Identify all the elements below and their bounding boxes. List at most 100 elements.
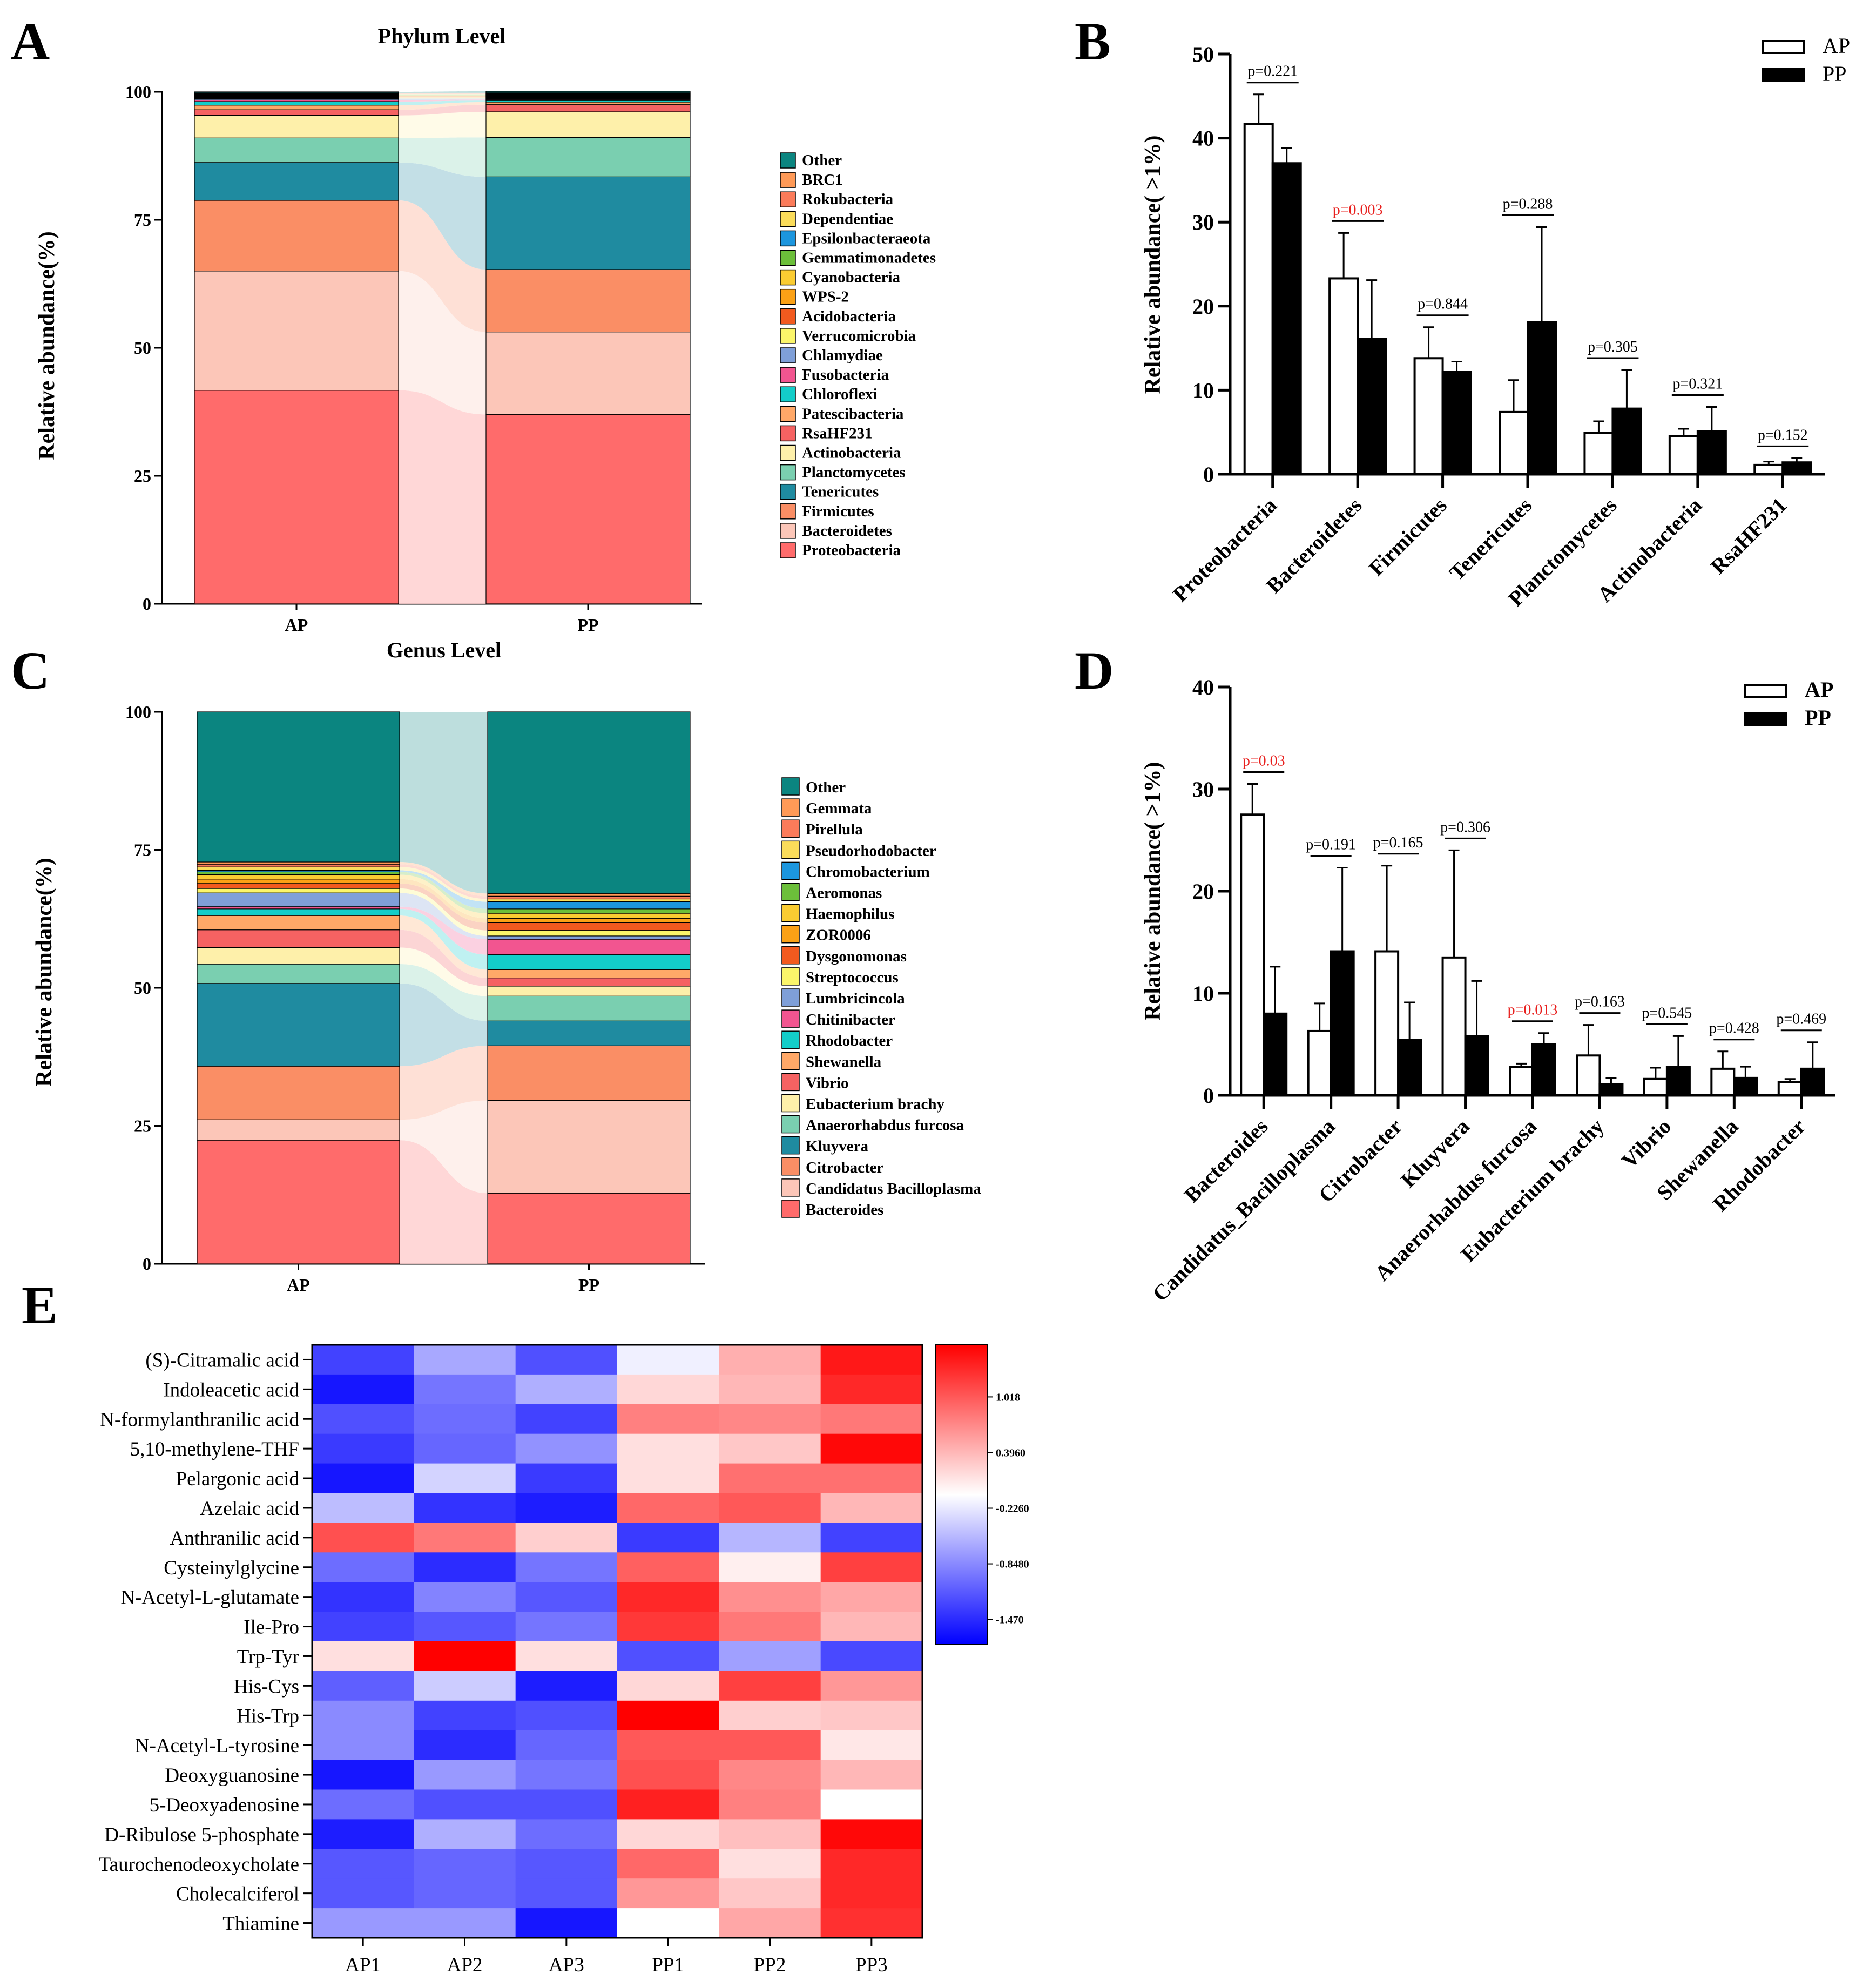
flow-anaerorhabdus-furcosa <box>400 964 488 1021</box>
flow-patescibacteria <box>399 102 486 110</box>
bar-segment-chitinibacter-pp <box>487 939 691 955</box>
legend-label-pseudorhodobacter: Pseudorhodobacter <box>806 842 936 859</box>
panel-d-bar-chart: Relative abundance( >1%) 0 10 20 30 40 p=0.03… <box>1141 675 1835 1306</box>
bar-segment-zor0006-pp <box>487 918 691 924</box>
heat-cell-his-cys-pp3 <box>820 1671 923 1701</box>
legend-label-lumbricincola: Lumbricincola <box>806 990 905 1007</box>
row-label-his-trp: His-Trp <box>237 1705 299 1727</box>
bar-segment-lumbricincola-pp <box>487 935 691 940</box>
bar-pp-planctomycetes <box>1611 407 1642 476</box>
bar-pp-tenericutes <box>1527 321 1557 475</box>
heat-cell-s-citramalic-acid-pp2 <box>719 1345 821 1375</box>
legend-label-firmicutes: Firmicutes <box>802 503 874 520</box>
heat-cell-5-deoxyadenosine-ap3 <box>515 1789 618 1820</box>
heat-cell-cysteinylglycine-pp3 <box>820 1552 923 1582</box>
heat-cell-deoxyguanosine-pp3 <box>820 1760 923 1790</box>
heat-cell-5-deoxyadenosine-ap1 <box>312 1789 414 1820</box>
x-category-label-proteobacteria: Proteobacteria <box>1168 493 1281 607</box>
colorbar-tick-label: 0.3960 <box>996 1447 1025 1459</box>
legend-label-bacteroidetes: Bacteroidetes <box>802 522 892 540</box>
y-tick-label: 75 <box>134 840 151 860</box>
heat-cell-5-deoxyadenosine-pp3 <box>820 1789 923 1820</box>
bar-segment-kluyvera-pp <box>487 1020 691 1046</box>
bar-ap-actinobacteria <box>1668 435 1699 475</box>
bar-segment-zor0006-ap <box>197 879 400 884</box>
row-label-s-citramalic-acid: (S)-Citramalic acid <box>145 1349 299 1371</box>
legend-swatch-streptococcus <box>781 967 800 986</box>
pvalue-label-candidatus-bacilloplasma: p=0.191 <box>1306 837 1356 853</box>
x-tick-label-pp: PP <box>577 615 598 635</box>
legend-label-brc1: BRC1 <box>802 171 843 188</box>
heat-cell-pelargonic-acid-ap3 <box>515 1463 618 1493</box>
panel-label-b: B <box>1075 11 1111 71</box>
legend-label-pp: PP <box>1823 62 1847 86</box>
legend-label-patescibacteria: Patescibacteria <box>802 405 904 422</box>
bar-segment-planctomycetes-ap <box>194 137 399 163</box>
y-tick-label: 25 <box>134 466 151 486</box>
flow-dependentiae <box>399 93 486 95</box>
heat-cell-5-10-methylene-thf-pp2 <box>719 1433 821 1464</box>
bar-ap-candidatus-bacilloplasma <box>1307 1029 1332 1097</box>
bar-segment-anaerorhabdus-furcosa-ap <box>197 964 400 984</box>
x-category-label-firmicutes: Firmicutes <box>1364 493 1452 581</box>
bar-segment-bacteroides-ap <box>197 1140 400 1264</box>
legend-label-shewanella: Shewanella <box>806 1053 882 1070</box>
legend-label-anaerorhabdus-furcosa: Anaerorhabdus furcosa <box>806 1117 964 1134</box>
legend-swatch-firmicutes <box>780 503 796 520</box>
colorbar-tick-label: -0.8480 <box>996 1559 1029 1571</box>
legend-swatch-chromobacterium <box>781 861 800 880</box>
row-label-anthranilic-acid: Anthranilic acid <box>170 1527 300 1550</box>
flow-lumbricincola <box>400 893 488 940</box>
heat-cell-taurochenodeoxycholate-ap3 <box>515 1849 618 1879</box>
bar-pp-bacteroidetes <box>1357 338 1387 476</box>
flow-acidobacteria <box>399 96 486 98</box>
column-label-ap1: AP1 <box>345 1954 381 1976</box>
heat-cell-indoleacetic-acid-ap1 <box>312 1374 414 1405</box>
legend-label-eubacterium-brachy: Eubacterium brachy <box>806 1096 944 1113</box>
y-tick-label: 100 <box>125 702 151 722</box>
flow-gemmatimonadetes <box>399 95 486 96</box>
bar-ap-rsahf231 <box>1753 463 1784 475</box>
bar-ap-eubacterium-brachy <box>1576 1054 1601 1097</box>
panel-d-ylabel: Relative abundance( >1%) <box>1141 762 1165 1021</box>
legend-swatch-dysgonomonas <box>781 946 800 965</box>
row-label-ile-pro: Ile-Pro <box>244 1616 299 1639</box>
legend-swatch-eubacterium-brachy <box>781 1094 800 1113</box>
heat-cell-n-acetyl-l-tyrosine-pp3 <box>820 1730 923 1761</box>
heat-cell-trp-tyr-ap1 <box>312 1641 414 1672</box>
bar-segment-pseudorhodobacter-ap <box>197 866 400 871</box>
heat-cell-deoxyguanosine-ap3 <box>515 1760 618 1790</box>
y-tick-label: 20 <box>1192 879 1214 904</box>
heat-cell-trp-tyr-ap2 <box>414 1641 516 1672</box>
legend-label-rokubacteria: Rokubacteria <box>802 191 894 208</box>
legend-swatch-chlamydiae <box>780 347 796 363</box>
bar-segment-firmicutes-pp <box>485 269 691 333</box>
bar-pp-rhodobacter <box>1800 1067 1825 1096</box>
row-label-n-acetyl-l-tyrosine: N-Acetyl-L-tyrosine <box>135 1735 299 1757</box>
heat-cell-anthranilic-acid-ap2 <box>414 1523 516 1553</box>
row-label-deoxyguanosine: Deoxyguanosine <box>165 1764 299 1787</box>
heat-cell-n-formylanthranilic-acid-pp3 <box>820 1404 923 1434</box>
legend-swatch-candidatus-bacilloplasma <box>781 1178 800 1197</box>
legend-label-other: Other <box>802 152 842 169</box>
legend-swatch-wps-2 <box>780 288 796 305</box>
bar-pp-proteobacteria <box>1271 162 1302 475</box>
legend-swatch-dependentiae <box>780 211 796 227</box>
bar-segment-patescibacteria-ap <box>194 105 399 110</box>
x-category-label-vibrio: Vibrio <box>1617 1114 1676 1173</box>
bar-ap-bacteroides <box>1240 813 1265 1096</box>
panel-label-c: C <box>11 641 50 700</box>
heat-cell-5-10-methylene-thf-ap3 <box>515 1433 618 1464</box>
bar-pp-candidatus-bacilloplasma <box>1330 950 1355 1096</box>
legend-swatch-aeromonas <box>781 883 800 901</box>
heat-cell-5-deoxyadenosine-ap2 <box>414 1789 516 1820</box>
legend-swatch-ap <box>1762 40 1805 54</box>
x-category-label-tenericutes: Tenericutes <box>1445 493 1537 585</box>
heat-cell-azelaic-acid-ap2 <box>414 1493 516 1523</box>
pvalue-label-eubacterium-brachy: p=0.163 <box>1575 994 1625 1011</box>
heat-cell-n-formylanthranilic-acid-ap2 <box>414 1404 516 1434</box>
heat-cell-his-cys-ap1 <box>312 1671 414 1701</box>
flow-aeromonas <box>400 872 488 914</box>
heat-cell-azelaic-acid-pp3 <box>820 1493 923 1523</box>
legend-swatch-acidobacteria <box>780 308 796 325</box>
